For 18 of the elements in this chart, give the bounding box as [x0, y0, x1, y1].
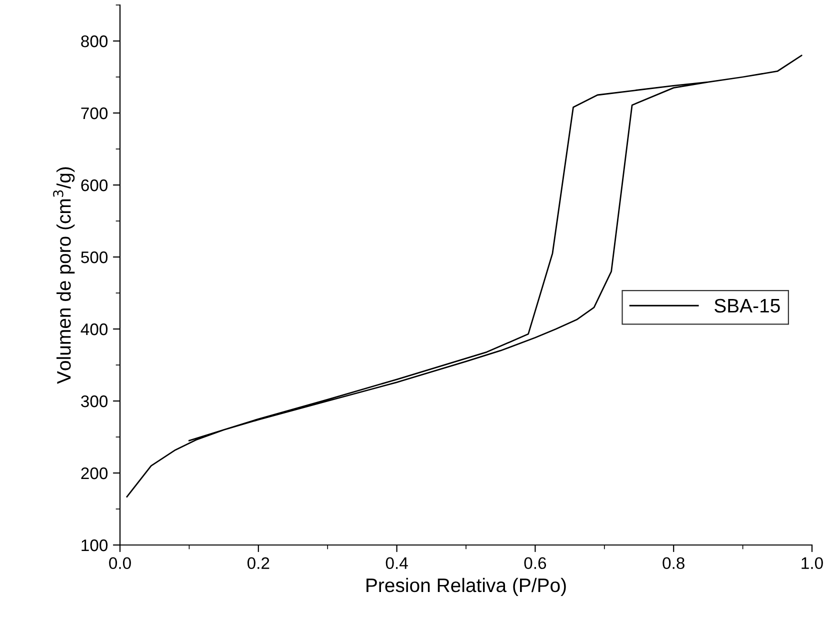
y-axis-title: Volumen de poro (cm$^{3}$/g) [53, 167, 75, 384]
x-tick-label: 0.2 [247, 557, 270, 570]
y-tick-label: 400 [80, 323, 108, 336]
x-tick-label: 0.8 [662, 557, 684, 570]
y-tick-label: 700 [81, 107, 108, 120]
x-axis-title: Presion Relativa (P/Po) [366, 578, 566, 596]
y-tick-label: 100 [82, 539, 108, 552]
y-tick-label: 300 [81, 395, 108, 408]
y-tick-label: 800 [81, 35, 108, 48]
x-tick-label: 1.0 [802, 557, 823, 570]
y-tick-label: 500 [81, 251, 108, 264]
x-tick-label: 0.0 [109, 557, 131, 570]
legend-label: SBA-15 [714, 298, 780, 313]
y-tick-label: 600 [81, 179, 108, 192]
y-tick-label: 200 [81, 467, 108, 480]
line-series [126, 54, 802, 498]
x-tick-label: 0.4 [386, 557, 408, 570]
x-tick-label: 0.6 [524, 557, 546, 570]
